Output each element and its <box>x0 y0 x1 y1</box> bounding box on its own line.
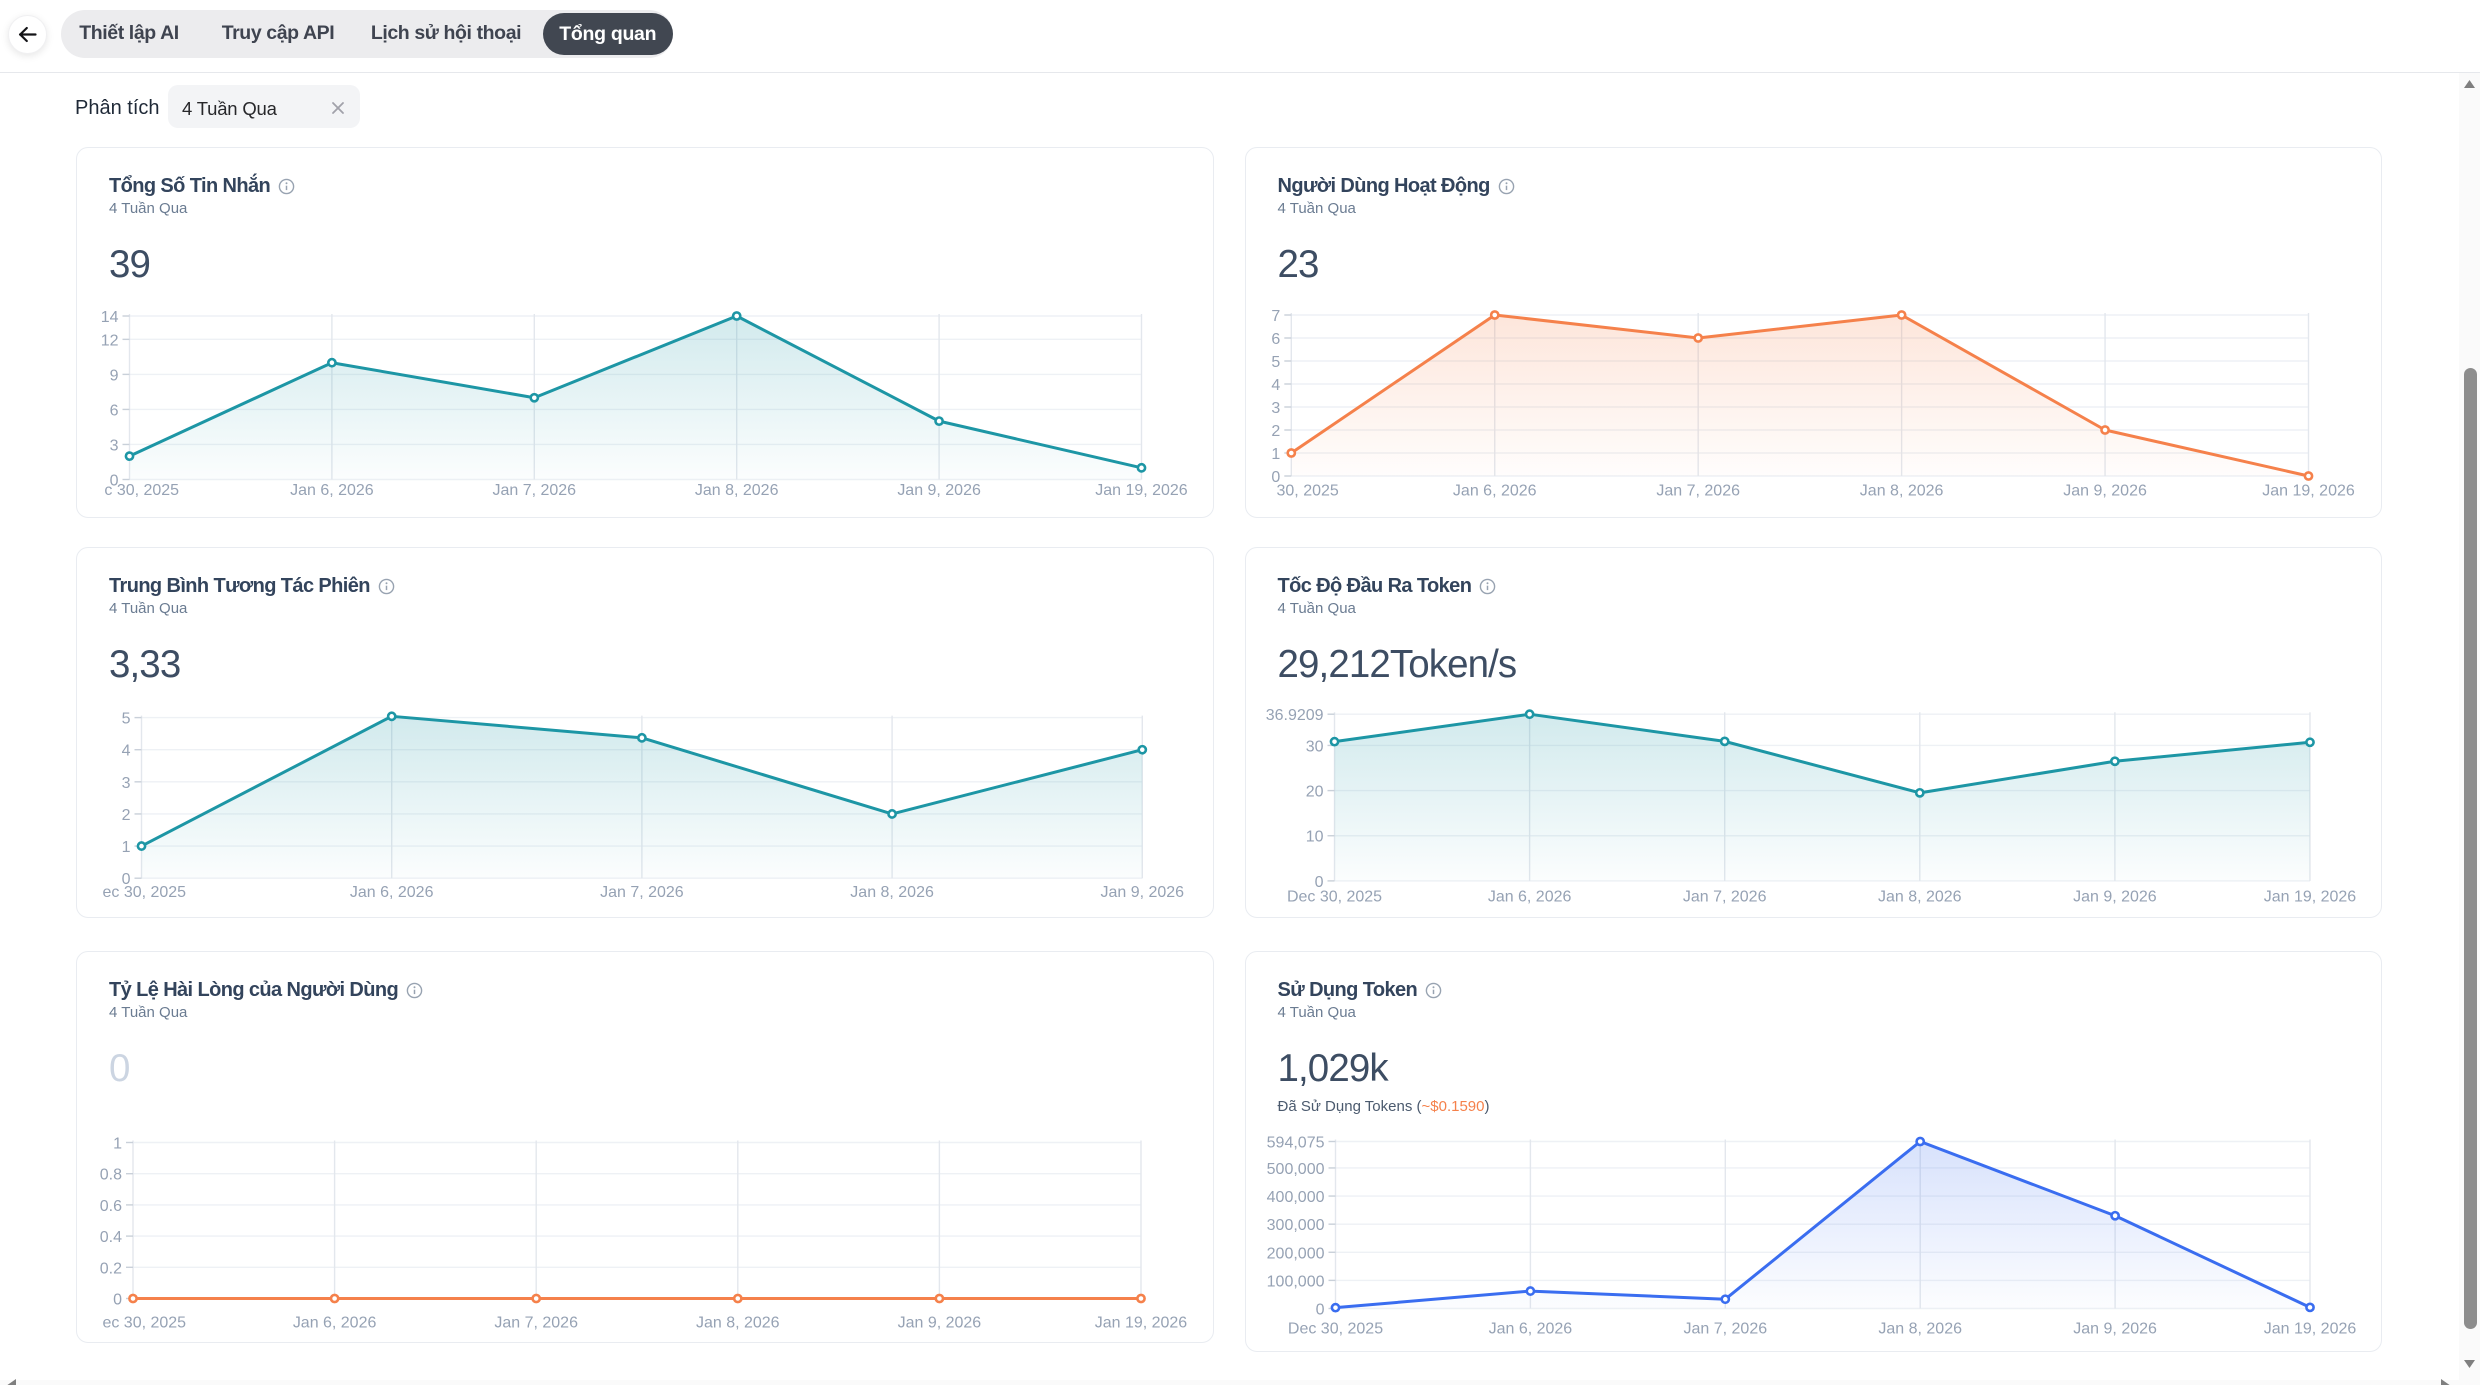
svg-text:400,000: 400,000 <box>1266 1189 1324 1206</box>
svg-text:200,000: 200,000 <box>1266 1245 1324 1262</box>
svg-text:30: 30 <box>1305 739 1323 756</box>
svg-text:c 30, 2025: c 30, 2025 <box>104 482 179 499</box>
svg-text:36.9209: 36.9209 <box>1265 707 1323 724</box>
svg-text:Jan 7, 2026: Jan 7, 2026 <box>1656 483 1740 500</box>
svg-text:7: 7 <box>1271 308 1280 325</box>
svg-text:Jan 8, 2026: Jan 8, 2026 <box>1878 889 1962 906</box>
svg-text:Jan 19, 2026: Jan 19, 2026 <box>1095 482 1188 499</box>
svg-text:0: 0 <box>122 871 131 888</box>
svg-text:0: 0 <box>110 472 119 489</box>
svg-text:5: 5 <box>1271 354 1280 371</box>
svg-text:ec 30, 2025: ec 30, 2025 <box>102 1314 186 1331</box>
svg-text:Jan 9, 2026: Jan 9, 2026 <box>898 1314 982 1331</box>
svg-text:1: 1 <box>113 1136 122 1153</box>
svg-text:Jan 19, 2026: Jan 19, 2026 <box>2263 889 2356 906</box>
svg-text:Jan 6, 2026: Jan 6, 2026 <box>293 1314 377 1331</box>
svg-text:3: 3 <box>1271 400 1280 417</box>
svg-text:Dec 30, 2025: Dec 30, 2025 <box>1287 1320 1382 1337</box>
svg-text:Jan 8, 2026: Jan 8, 2026 <box>1878 1320 1962 1337</box>
svg-text:Jan 8, 2026: Jan 8, 2026 <box>696 1314 780 1331</box>
svg-text:4: 4 <box>1271 377 1280 394</box>
svg-text:20: 20 <box>1305 784 1323 801</box>
svg-text:0: 0 <box>1314 874 1323 891</box>
svg-text:Jan 9, 2026: Jan 9, 2026 <box>2073 1320 2157 1337</box>
svg-text:0: 0 <box>1271 469 1280 486</box>
svg-text:Jan 19, 2026: Jan 19, 2026 <box>2262 483 2355 500</box>
svg-text:Jan 6, 2026: Jan 6, 2026 <box>1452 483 1536 500</box>
svg-text:ec 30, 2025: ec 30, 2025 <box>103 884 187 901</box>
svg-text:4: 4 <box>122 743 131 760</box>
svg-text:3: 3 <box>110 437 119 454</box>
svg-text:Jan 6, 2026: Jan 6, 2026 <box>1487 889 1571 906</box>
svg-text:Jan 7, 2026: Jan 7, 2026 <box>494 1314 578 1331</box>
svg-text:Jan 6, 2026: Jan 6, 2026 <box>350 884 434 901</box>
svg-text:2: 2 <box>1271 423 1280 440</box>
svg-text:Jan 19, 2026: Jan 19, 2026 <box>1095 1314 1188 1331</box>
svg-text:0.2: 0.2 <box>100 1260 122 1277</box>
svg-text:1: 1 <box>122 839 131 856</box>
svg-text:12: 12 <box>101 332 119 349</box>
svg-text:9: 9 <box>110 367 119 384</box>
svg-text:Jan 19, 2026: Jan 19, 2026 <box>2263 1320 2356 1337</box>
svg-text:594,075: 594,075 <box>1266 1135 1324 1152</box>
svg-text:Jan 7, 2026: Jan 7, 2026 <box>1682 889 1766 906</box>
svg-text:2: 2 <box>122 807 131 824</box>
svg-text:Jan 8, 2026: Jan 8, 2026 <box>1859 483 1943 500</box>
svg-text:Dec 30, 2025: Dec 30, 2025 <box>1286 889 1381 906</box>
svg-text:30, 2025: 30, 2025 <box>1276 483 1338 500</box>
svg-text:0: 0 <box>1315 1302 1324 1319</box>
svg-text:0.8: 0.8 <box>100 1167 122 1184</box>
svg-text:5: 5 <box>122 711 131 728</box>
svg-text:Jan 7, 2026: Jan 7, 2026 <box>600 884 684 901</box>
svg-text:Jan 6, 2026: Jan 6, 2026 <box>290 482 374 499</box>
svg-text:Jan 7, 2026: Jan 7, 2026 <box>1683 1320 1767 1337</box>
svg-text:Jan 6, 2026: Jan 6, 2026 <box>1488 1320 1572 1337</box>
svg-text:Jan 9, 2026: Jan 9, 2026 <box>2073 889 2157 906</box>
svg-text:0.6: 0.6 <box>100 1198 122 1215</box>
svg-text:Jan 8, 2026: Jan 8, 2026 <box>850 884 934 901</box>
svg-text:100,000: 100,000 <box>1266 1273 1324 1290</box>
svg-text:0.4: 0.4 <box>100 1229 122 1246</box>
svg-text:Jan 9, 2026: Jan 9, 2026 <box>897 482 981 499</box>
svg-text:300,000: 300,000 <box>1266 1217 1324 1234</box>
svg-text:10: 10 <box>1305 829 1323 846</box>
svg-text:Jan 9, 2026: Jan 9, 2026 <box>1101 884 1185 901</box>
svg-text:Jan 9, 2026: Jan 9, 2026 <box>2063 483 2147 500</box>
svg-text:14: 14 <box>101 309 119 326</box>
svg-text:6: 6 <box>1271 331 1280 348</box>
svg-text:500,000: 500,000 <box>1266 1161 1324 1178</box>
svg-text:6: 6 <box>110 402 119 419</box>
svg-text:Jan 7, 2026: Jan 7, 2026 <box>493 482 577 499</box>
svg-text:1: 1 <box>1271 446 1280 463</box>
svg-text:3: 3 <box>122 775 131 792</box>
svg-text:Jan 8, 2026: Jan 8, 2026 <box>695 482 779 499</box>
svg-text:0: 0 <box>113 1291 122 1308</box>
